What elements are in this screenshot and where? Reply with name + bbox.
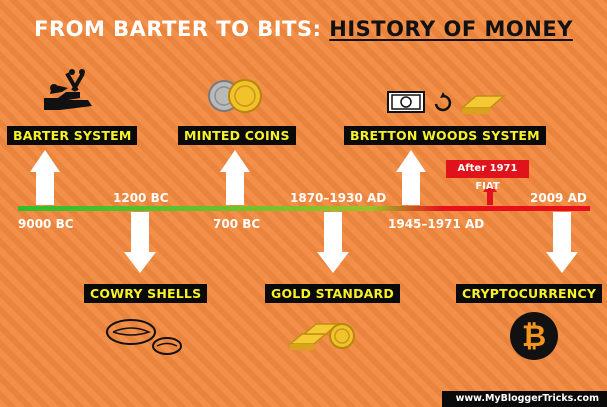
arrow-cowry-shells [124, 212, 156, 273]
label-barter-system: BARTER SYSTEM [7, 126, 138, 145]
label-bretton-woods-system: BRETTON WOODS SYSTEM [344, 126, 546, 145]
date-cryptocurrency: 2009 AD [530, 191, 587, 205]
date-minted-coins: 700 BC [213, 217, 261, 231]
footer-credit: www.MyBloggerTricks.com [441, 391, 607, 407]
label-gold-standard: GOLD STANDARD [265, 284, 400, 303]
gold-bars-coin-icon [288, 323, 355, 350]
label-minted-coins: MINTED COINS [178, 126, 296, 145]
date-barter: 9000 BC [18, 217, 74, 231]
svg-text:₿: ₿ [522, 319, 546, 354]
barter-hands-tools-icon [44, 69, 92, 110]
label-cryptocurrency: CRYPTOCURRENCY [456, 284, 603, 303]
label-cowry-shells: COWRY SHELLS [84, 284, 208, 303]
title-prefix: FROM BARTER TO BITS: [34, 17, 322, 41]
date-gold-standard: 1870–1930 AD [290, 191, 387, 205]
arrow-gold-standard [317, 212, 349, 273]
cowry-shells-icon [106, 319, 182, 355]
bitcoin-icon: ₿ [510, 312, 558, 360]
arrow-minted-coins [220, 150, 250, 205]
arrow-fiat [483, 183, 497, 205]
arrow-cryptocurrency [546, 212, 578, 273]
date-cowry: 1200 BC [113, 191, 169, 205]
minted-coins-icon [208, 79, 262, 113]
fiat-note: After 1971 FIAT [446, 160, 529, 192]
page-title: FROM BARTER TO BITS: HISTORY OF MONEY [0, 17, 607, 41]
arrow-bretton-woods [396, 150, 426, 205]
title-accent: HISTORY OF MONEY [329, 17, 573, 41]
date-bretton-woods: 1945–1971 AD [388, 217, 485, 231]
arrow-barter-system [30, 150, 60, 205]
timeline-line [18, 206, 590, 211]
cash-gold-exchange-icon [387, 91, 506, 114]
